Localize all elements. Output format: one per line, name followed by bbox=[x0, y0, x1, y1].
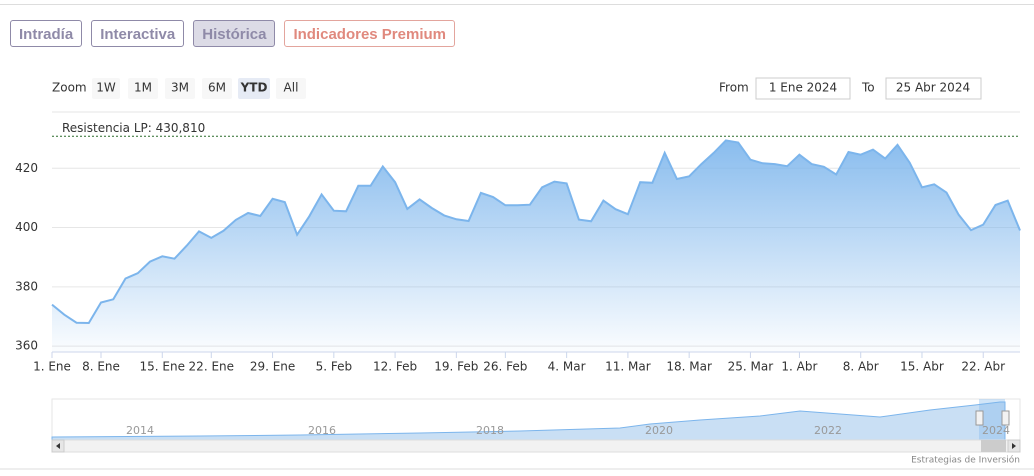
arrow-right bbox=[1012, 443, 1016, 449]
y-tick-label: 420 bbox=[15, 161, 38, 175]
zoom-button-label: 1W bbox=[96, 81, 116, 95]
x-tick-label: 8. Ene bbox=[82, 360, 120, 374]
credit: Estrategias de Inversión bbox=[911, 455, 1020, 466]
y-tick-label: 380 bbox=[15, 279, 38, 293]
area-fill bbox=[52, 140, 1020, 352]
x-tick-label: 29. Ene bbox=[250, 360, 295, 374]
from-value: 1 Ene 2024 bbox=[769, 81, 837, 95]
arrow-left bbox=[56, 443, 60, 449]
series-line bbox=[51, 139, 1021, 325]
zoom-button[interactable] bbox=[128, 78, 158, 99]
y-tick-label: 360 bbox=[15, 339, 38, 353]
x-tick-label: 15. Ene bbox=[140, 360, 185, 374]
from-input[interactable] bbox=[755, 77, 851, 100]
tab[interactable]: Indicadores Premium bbox=[284, 20, 455, 47]
navigator-label: 2022 bbox=[814, 424, 842, 437]
x-tick-label: 18. Mar bbox=[666, 360, 712, 374]
scroll-thumb[interactable] bbox=[981, 440, 1006, 452]
scrollbar[interactable] bbox=[51, 439, 1021, 453]
y-tick-label: 400 bbox=[15, 220, 38, 234]
x-tick-label: 1. Ene bbox=[33, 360, 71, 374]
tab[interactable]: Histórica bbox=[193, 20, 276, 47]
zoom-button-label: 1M bbox=[134, 81, 152, 95]
navigator-handle[interactable] bbox=[975, 410, 984, 426]
zoom-button-label: All bbox=[284, 81, 299, 95]
x-tick-label: 12. Feb bbox=[373, 360, 417, 374]
resistance-label: Resistencia LP: 430,810 bbox=[62, 121, 205, 135]
x-tick-label: 8. Abr bbox=[843, 360, 879, 374]
zoom-button-label: 6M bbox=[208, 81, 226, 95]
top-rule bbox=[0, 4, 1034, 5]
from-label: From bbox=[719, 81, 749, 95]
x-tick-label: 11. Mar bbox=[605, 360, 651, 374]
navigator-label: 2016 bbox=[308, 424, 336, 437]
navigator-handle[interactable] bbox=[1001, 410, 1010, 426]
x-tick-label: 22. Abr bbox=[961, 360, 1005, 374]
to-input[interactable] bbox=[885, 77, 982, 100]
to-label: To bbox=[861, 81, 875, 95]
zoom-button[interactable] bbox=[276, 78, 306, 99]
navigator-label: 2018 bbox=[476, 424, 504, 437]
x-tick-label: 26. Feb bbox=[483, 360, 527, 374]
x-tick-label: 22. Ene bbox=[189, 360, 234, 374]
zoom-label: Zoom bbox=[52, 81, 87, 95]
navigator-series bbox=[51, 401, 1006, 441]
x-tick-label: 25. Mar bbox=[728, 360, 774, 374]
x-tick-label: 15. Abr bbox=[900, 360, 944, 374]
navigator-label: 2024 bbox=[982, 424, 1010, 437]
tab-bar: Intradía Interactiva Histórica Indicadores … bbox=[10, 20, 455, 47]
navigator-label: 2020 bbox=[645, 424, 673, 437]
zoom-button[interactable] bbox=[165, 78, 195, 99]
navigator-label: 2014 bbox=[126, 424, 154, 437]
x-tick-label: 4. Mar bbox=[548, 360, 586, 374]
zoom-button[interactable] bbox=[238, 78, 270, 99]
x-tick-label: 5. Feb bbox=[316, 360, 353, 374]
to-value: 25 Abr 2024 bbox=[896, 81, 970, 95]
tab[interactable]: Interactiva bbox=[91, 20, 185, 47]
x-tick-label: 1. Abr bbox=[781, 360, 817, 374]
x-tick-label: 19. Feb bbox=[434, 360, 478, 374]
zoom-button-label: 3M bbox=[171, 81, 189, 95]
tab[interactable]: Intradía bbox=[10, 20, 83, 47]
zoom-button[interactable] bbox=[92, 78, 120, 99]
zoom-button-label: YTD bbox=[240, 81, 268, 95]
zoom-button[interactable] bbox=[202, 78, 232, 99]
